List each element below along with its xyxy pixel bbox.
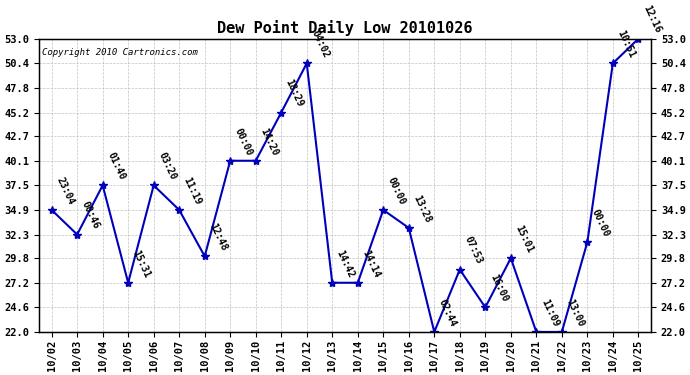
Text: 01:40: 01:40	[105, 151, 127, 182]
Text: 14:20: 14:20	[258, 126, 279, 157]
Text: 16:00: 16:00	[488, 273, 509, 304]
Text: 18:29: 18:29	[284, 78, 305, 109]
Text: 15:31: 15:31	[130, 248, 152, 279]
Text: 10:51: 10:51	[615, 29, 637, 60]
Text: 15:01: 15:01	[513, 224, 535, 254]
Text: 00:46: 00:46	[80, 200, 101, 231]
Text: 14:14: 14:14	[360, 248, 382, 279]
Text: 04:02: 04:02	[309, 29, 331, 60]
Text: 23:04: 23:04	[55, 175, 76, 206]
Text: 11:19: 11:19	[181, 175, 204, 206]
Text: 00:00: 00:00	[386, 175, 407, 206]
Text: 07:53: 07:53	[462, 235, 484, 266]
Text: 03:20: 03:20	[156, 151, 178, 182]
Text: 13:00: 13:00	[564, 297, 586, 328]
Text: 14:42: 14:42	[335, 248, 356, 279]
Text: 00:00: 00:00	[590, 207, 611, 238]
Text: 13:28: 13:28	[411, 193, 433, 224]
Text: Copyright 2010 Cartronics.com: Copyright 2010 Cartronics.com	[42, 48, 198, 57]
Text: 02:44: 02:44	[437, 297, 458, 328]
Title: Dew Point Daily Low 20101026: Dew Point Daily Low 20101026	[217, 20, 473, 36]
Text: 11:09: 11:09	[539, 297, 560, 328]
Text: 12:16: 12:16	[641, 4, 662, 35]
Text: 12:48: 12:48	[207, 222, 228, 252]
Text: 00:00: 00:00	[233, 126, 254, 157]
